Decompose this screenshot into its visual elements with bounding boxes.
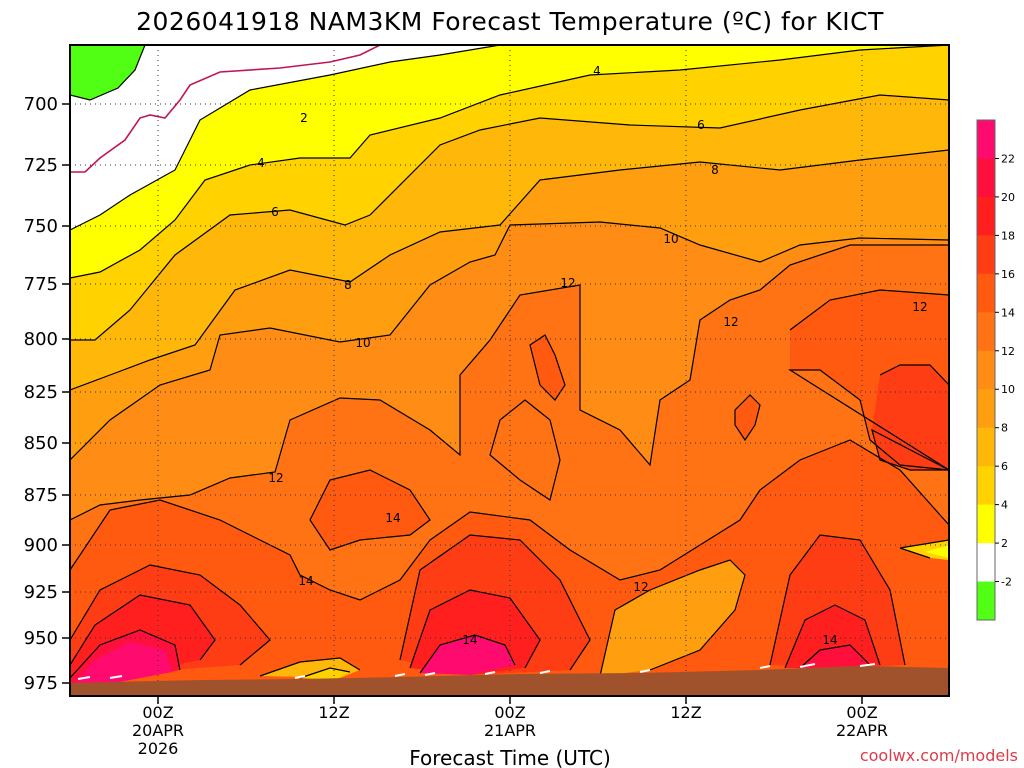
- y-tick-label: 750: [24, 216, 58, 237]
- colorbar-swatch: [977, 581, 995, 621]
- contour-label: 14: [462, 633, 477, 647]
- colorbar-label: 16: [1001, 268, 1015, 281]
- colorbar-label: 12: [1001, 345, 1015, 358]
- contour-label: 2: [300, 111, 308, 125]
- contour-label: 12: [912, 300, 927, 314]
- x-tick-label: 00Z: [846, 703, 877, 722]
- plot-area: 2 4 6 8 10 12 14 4 6 8 10 12 12 12 14 12 14 14: [70, 45, 949, 696]
- y-tick-label: 700: [24, 94, 58, 115]
- contour-label: 12: [723, 315, 738, 329]
- band-right-pocket-inner: [925, 545, 949, 558]
- x-tick-date: 21APR: [484, 721, 536, 740]
- colorbar-label: 8: [1001, 422, 1008, 435]
- x-tick-label: 00Z: [142, 703, 173, 722]
- contour-lines: [70, 45, 949, 679]
- band-14-inner-a: [530, 335, 565, 400]
- colorbar-frame: [976, 119, 996, 621]
- band-22-left: [70, 642, 172, 692]
- colorbar-swatch: [977, 543, 995, 583]
- freezing-line: [70, 45, 381, 173]
- colorbar-label: 10: [1001, 383, 1015, 396]
- y-tick-label: 850: [24, 433, 58, 454]
- contour-label: 8: [344, 278, 352, 292]
- x-tick-date: 22APR: [836, 721, 888, 740]
- contour-label: 4: [593, 64, 601, 78]
- colorbar-label: 22: [1001, 152, 1015, 165]
- colorbar-swatch: [977, 273, 995, 313]
- y-tick-label: 800: [24, 329, 58, 350]
- band-right-warm-pocket: [900, 540, 949, 560]
- y-tick-label: 775: [24, 274, 58, 295]
- x-tick-year: 2026: [138, 739, 179, 758]
- x-tick-date: 20APR: [132, 721, 184, 740]
- colorbar-label: -2: [1001, 576, 1012, 589]
- x-tick-label: 12Z: [670, 703, 701, 722]
- terrain: [70, 666, 949, 696]
- y-tick-label: 875: [24, 485, 58, 506]
- y-tick-label: 950: [24, 628, 58, 649]
- colorbar-swatch: [977, 427, 995, 467]
- x-tick-label: 00Z: [494, 703, 525, 722]
- band-16-right: [872, 365, 949, 470]
- y-axis-ticks: 700 725 750 775 800 825 850 875 900 925 950 975: [24, 94, 70, 694]
- contour-label: 12: [560, 276, 575, 290]
- contour-label: 10: [663, 232, 678, 246]
- contour-label: 14: [298, 574, 313, 588]
- colorbar-swatch: [977, 389, 995, 429]
- band-8-warm-tongue: [600, 560, 745, 676]
- contour-label: 14: [385, 511, 400, 525]
- contour-label: 12: [633, 580, 648, 594]
- band-12-inner-left: [490, 400, 560, 500]
- grid-lines: [70, 45, 949, 696]
- contour-label: 8: [711, 163, 719, 177]
- colorbar-swatch: [977, 504, 995, 544]
- x-axis-label: Forecast Time (UTC): [409, 746, 611, 768]
- colorbar-label: 14: [1001, 306, 1015, 319]
- contour-label: 12: [268, 471, 283, 485]
- colorbar-swatch: [977, 158, 995, 198]
- y-tick-label: 975: [24, 673, 58, 694]
- x-tick-label: 12Z: [318, 703, 349, 722]
- colorbar-swatch: [977, 466, 995, 506]
- colorbar: 22 20 18 16 14 12 10 8 6 4 2 -2: [976, 119, 1015, 621]
- contour-label: 10: [355, 336, 370, 350]
- colorbar-label: 2: [1001, 537, 1008, 550]
- colorbar-label: 18: [1001, 229, 1015, 242]
- band-20-right-low: [800, 645, 870, 668]
- band-14-inner-b: [735, 395, 760, 440]
- chart-title: 2026041918 NAM3KM Forecast Temperature (…: [136, 7, 884, 36]
- band-neg2: [70, 45, 145, 100]
- contour-label: 14: [822, 633, 837, 647]
- y-tick-label: 725: [24, 155, 58, 176]
- band-22-mid: [420, 635, 515, 675]
- band-14-mid: [310, 470, 430, 550]
- contour-label: 6: [697, 118, 705, 132]
- colorbar-swatch: [977, 196, 995, 236]
- contour-labels: 2 4 6 8 10 12 14 4 6 8 10 12 12 12 14 12 14 14: [257, 64, 927, 647]
- colorbar-swatch: [977, 120, 995, 159]
- band-4-low-left: [300, 668, 350, 680]
- colorbar-swatch: [977, 235, 995, 275]
- colorbar-label: 4: [1001, 499, 1008, 512]
- contour-label: 4: [257, 156, 265, 170]
- colorbar-swatch: [977, 350, 995, 390]
- colorbar-label: 20: [1001, 191, 1015, 204]
- y-tick-label: 900: [24, 535, 58, 556]
- y-tick-label: 925: [24, 582, 58, 603]
- y-tick-label: 825: [24, 382, 58, 403]
- terrain-markers: [77, 663, 876, 680]
- credit-text: coolwx.com/models: [860, 746, 1018, 765]
- colorbar-label: 6: [1001, 460, 1008, 473]
- contour-label: 6: [271, 205, 279, 219]
- colorbar-swatch: [977, 312, 995, 352]
